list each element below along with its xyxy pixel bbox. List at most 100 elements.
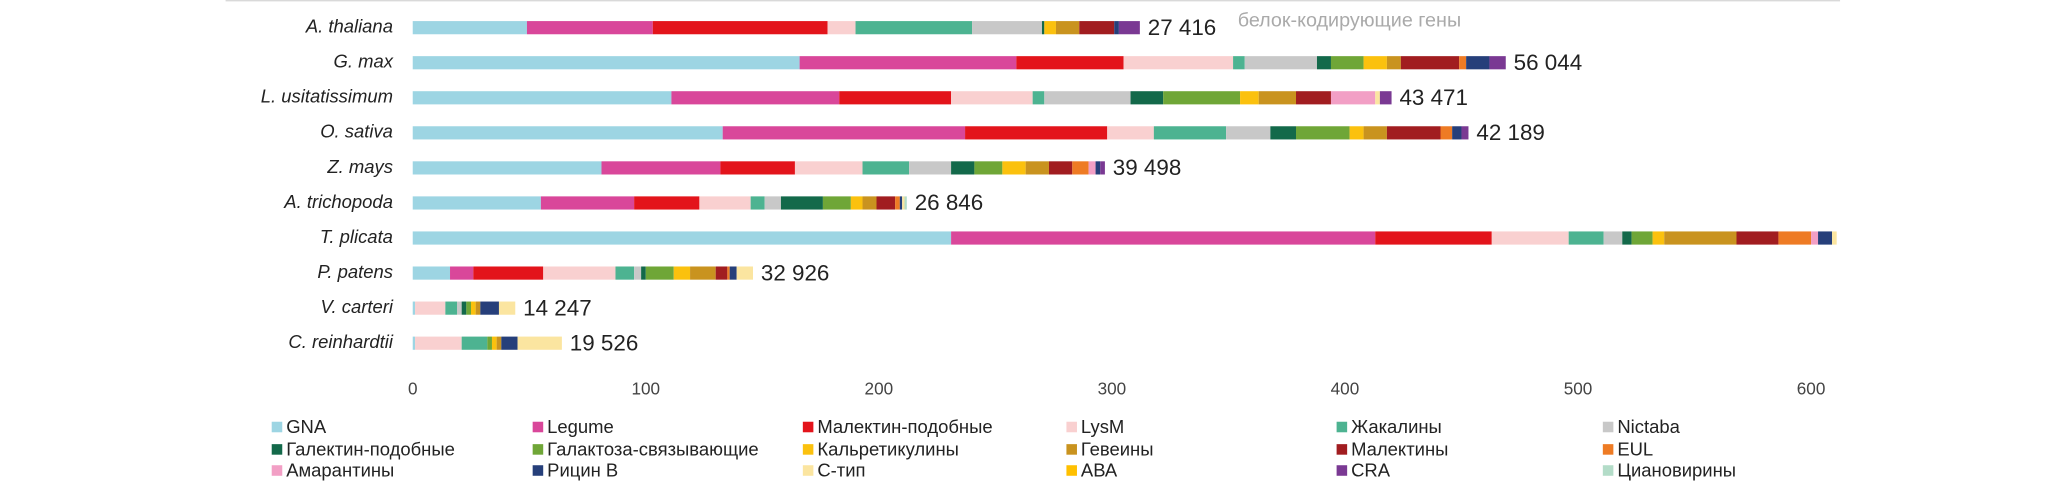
legend-swatch bbox=[1336, 444, 1348, 455]
bar-segment bbox=[461, 301, 467, 315]
bar-segment bbox=[750, 196, 765, 210]
bar-segment bbox=[1072, 161, 1089, 175]
category-label: T. plicata bbox=[320, 226, 393, 247]
x-tick-label: 400 bbox=[1331, 379, 1360, 399]
bar-segment bbox=[1330, 56, 1364, 70]
bar-segment bbox=[1400, 56, 1460, 70]
bar-segment bbox=[862, 161, 910, 175]
bar-segment bbox=[1002, 161, 1026, 175]
bar-segment bbox=[1048, 161, 1073, 175]
bar-segment bbox=[722, 126, 966, 140]
bar-segment bbox=[543, 266, 616, 280]
legend-swatch bbox=[1066, 421, 1077, 433]
legend-swatch bbox=[532, 444, 544, 455]
bar-segment bbox=[1568, 231, 1604, 245]
bar-segment bbox=[1466, 56, 1490, 70]
total-label: 26 846 bbox=[915, 190, 983, 215]
bar-segment bbox=[1375, 91, 1380, 105]
bar-segment bbox=[822, 196, 851, 210]
category-label: C. reinhardtii bbox=[288, 331, 393, 352]
bar-segment bbox=[1240, 91, 1259, 105]
x-tick-label: 200 bbox=[865, 379, 894, 399]
bar-segment bbox=[1226, 126, 1271, 140]
legend-swatch bbox=[1336, 421, 1348, 433]
bar-segment bbox=[412, 231, 952, 245]
total-label: 42 189 bbox=[1476, 120, 1544, 145]
bar-segment bbox=[899, 196, 903, 210]
legend-label: С-тип bbox=[817, 460, 865, 481]
bar-segment bbox=[1055, 21, 1080, 35]
bar-segment bbox=[1349, 126, 1364, 140]
bar-segment bbox=[1130, 91, 1164, 105]
bar-segment bbox=[1386, 56, 1401, 70]
total-label: 56 044 bbox=[1514, 50, 1582, 75]
bar-segment bbox=[412, 21, 527, 35]
legend-label: EUL bbox=[1617, 439, 1653, 460]
bar-segment bbox=[720, 161, 795, 175]
bar-segment bbox=[736, 266, 753, 280]
bar-segment bbox=[1114, 21, 1119, 35]
bar-segment bbox=[780, 196, 823, 210]
bar-segment bbox=[951, 161, 975, 175]
bar-segment bbox=[1044, 91, 1131, 105]
bar-segment bbox=[1032, 91, 1045, 105]
bar-segment bbox=[1491, 231, 1569, 245]
bar-segment bbox=[1079, 21, 1115, 35]
bar-segment bbox=[1088, 161, 1096, 175]
bar-segment bbox=[1244, 56, 1317, 70]
bar-segment bbox=[904, 196, 907, 210]
x-tick-label: 0 bbox=[408, 379, 418, 399]
bar-segment bbox=[540, 196, 635, 210]
bar-segment bbox=[412, 161, 602, 175]
legend-label: АВА bbox=[1081, 460, 1118, 481]
legend-label: Nictaba bbox=[1617, 416, 1680, 437]
bar-segment bbox=[794, 161, 863, 175]
bar-segment bbox=[412, 266, 451, 280]
bar-segment bbox=[466, 301, 471, 315]
bar-segment bbox=[1153, 126, 1227, 140]
legend-label: Жакалины bbox=[1351, 416, 1442, 437]
bar-segment bbox=[909, 161, 952, 175]
bar-segment bbox=[862, 196, 877, 210]
bar-segment bbox=[470, 301, 476, 315]
legend-swatch bbox=[532, 465, 544, 476]
legend-swatch bbox=[1602, 444, 1614, 455]
bar-segment bbox=[1363, 126, 1387, 140]
bar-segment bbox=[1296, 126, 1350, 140]
bar-segment bbox=[412, 91, 672, 105]
bar-segment bbox=[412, 56, 800, 70]
bar-segment bbox=[1622, 231, 1632, 245]
bar-segment bbox=[412, 196, 541, 210]
legend-label: Кальретикулины bbox=[817, 439, 959, 460]
bar-segment bbox=[475, 301, 481, 315]
bar-segment bbox=[473, 266, 544, 280]
total-label: 43 471 bbox=[1399, 85, 1467, 110]
legend-swatch bbox=[1602, 421, 1614, 433]
legend-swatch bbox=[271, 421, 283, 433]
bar-segment bbox=[1316, 56, 1331, 70]
bar-segment bbox=[895, 196, 900, 210]
bar-segment bbox=[517, 336, 562, 350]
bar-segment bbox=[1832, 231, 1837, 245]
bar-segment bbox=[690, 266, 716, 280]
legend-label: Рицин В bbox=[547, 460, 618, 481]
bar-segment bbox=[498, 301, 516, 315]
bar-segment bbox=[965, 126, 1108, 140]
bar-segment bbox=[601, 161, 721, 175]
bar-segment bbox=[827, 21, 856, 35]
bar-segment bbox=[1778, 231, 1812, 245]
bar-segment bbox=[839, 91, 952, 105]
legend-swatch bbox=[802, 465, 814, 476]
legend-label: GNA bbox=[286, 416, 327, 437]
bar-segment bbox=[1603, 231, 1623, 245]
bar-segment bbox=[951, 91, 1033, 105]
bar-segment bbox=[457, 301, 462, 315]
legend-swatch bbox=[802, 444, 814, 455]
legend-label: Малектин-подобные bbox=[817, 416, 992, 437]
bar-segment bbox=[412, 301, 416, 315]
bar-segment bbox=[1459, 56, 1467, 70]
bar-segment bbox=[1489, 56, 1506, 70]
x-tick-label: 500 bbox=[1564, 379, 1593, 399]
total-label: 39 498 bbox=[1113, 155, 1181, 180]
